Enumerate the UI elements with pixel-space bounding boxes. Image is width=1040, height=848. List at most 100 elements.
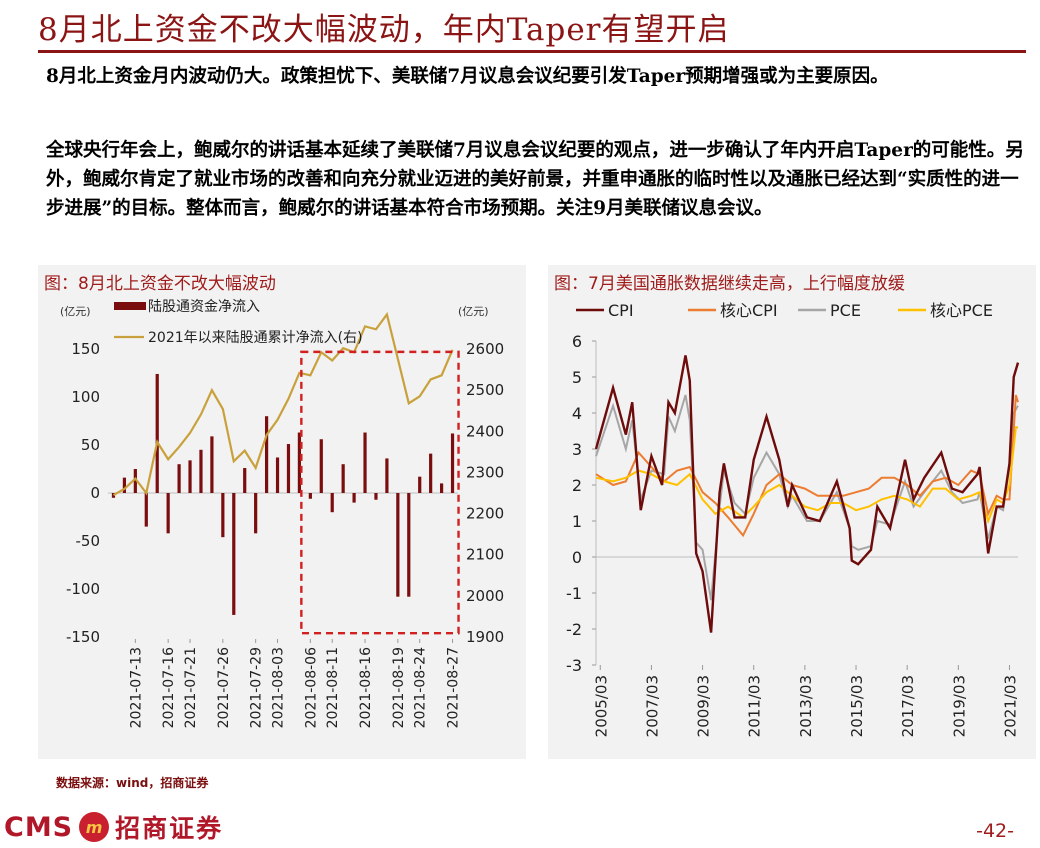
x-tick-label: 2005/03 <box>592 675 610 737</box>
y-tick-label: 6 <box>572 332 582 351</box>
legend-label-core-pce: 核心PCE <box>930 301 993 320</box>
y-left-unit-label: (亿元) <box>60 305 91 318</box>
flow-bar <box>111 493 116 498</box>
flow-bar <box>264 416 269 493</box>
logo-mark-icon: m <box>79 812 110 842</box>
page-number: -42- <box>976 820 1014 842</box>
y-tick-label: 2 <box>572 476 582 495</box>
logo-chinese-text: 招商证券 <box>115 814 224 843</box>
flow-bar <box>155 373 159 493</box>
y-tick-label: -3 <box>566 656 582 675</box>
legend-label-cpi: CPI <box>608 301 634 320</box>
cpi-line <box>594 355 1020 633</box>
x-tick-label: 2021-07-21 <box>183 647 199 728</box>
x-tick-label: 2017/03 <box>899 675 917 737</box>
x-tick-label: 2021-07-26 <box>216 647 232 728</box>
flow-bar <box>374 493 378 500</box>
flow-bar <box>232 493 236 615</box>
x-tick-label: 2021-07-16 <box>161 647 177 728</box>
x-tick-label: 2015/03 <box>848 675 866 737</box>
y-tick-label: 0 <box>572 548 582 567</box>
legend-label-pce: PCE <box>830 301 861 320</box>
y-left-tick-label: 0 <box>90 484 100 502</box>
chart-panel-inflation: 图：7月美国通胀数据继续走高，上行幅度放缓 6 5 4 3 2 1 0 -1 -2 -3 CPI 核心… <box>548 265 1036 759</box>
flow-bar <box>297 432 302 493</box>
flow-bar <box>166 493 170 534</box>
y-right-tick-label: 2500 <box>466 381 504 399</box>
y-right-tick-label: 2600 <box>466 340 504 358</box>
y-tick-label: 1 <box>572 512 582 531</box>
paragraph-1: 8月北上资金月内波动仍大。政策担忧下、美联储7月议息会议纪要引发Taper预期增… <box>46 66 889 87</box>
flow-bar <box>396 493 400 597</box>
y-right-tick-label: 2400 <box>466 422 504 440</box>
x-tick-label: 2021-07-29 <box>249 647 265 728</box>
y-left-tick-label: -50 <box>76 532 101 550</box>
flow-bar <box>275 457 280 493</box>
flow-bar <box>243 468 247 493</box>
x-tick-label: 2021-08-24 <box>413 647 429 728</box>
flow-bar <box>133 469 137 493</box>
chart-title-northbound: 图：8月北上资金不改大幅波动 <box>44 274 276 294</box>
y-right-tick-label: 1900 <box>466 628 504 646</box>
x-tick-label: 2013/03 <box>797 675 815 737</box>
legend-swatch-bar <box>114 302 146 310</box>
y-tick-label: 3 <box>572 440 582 459</box>
flow-bar <box>341 464 345 493</box>
x-tick-label: 2021-08-03 <box>271 647 287 728</box>
x-tick-label: 2021-08-27 <box>446 647 462 728</box>
flow-bar <box>352 493 356 503</box>
cumulative-inflow-line <box>112 311 454 497</box>
flow-bar <box>177 464 181 493</box>
y-right-unit-label: (亿元) <box>458 305 489 318</box>
y-right-tick-label: 2300 <box>466 463 504 481</box>
logo-latin-text: CMS <box>4 811 74 843</box>
flow-bar <box>286 444 291 493</box>
y-right-tick-label: 2100 <box>466 546 504 564</box>
chart-panel-northbound: 图：8月北上资金不改大幅波动 150 100 50 0 -50 -100 -150 2600 2… <box>38 265 526 759</box>
x-tick-label: 2011/03 <box>746 675 764 737</box>
legend-label-line: 2021年以来陆股通累计净流入(右) <box>148 330 363 346</box>
flow-bar <box>407 493 411 597</box>
highlight-box-august <box>300 350 460 635</box>
y-left-tick-label: 50 <box>81 436 100 454</box>
y-left-tick-label: 150 <box>71 340 100 358</box>
flow-bar <box>122 477 127 493</box>
page-title: 8月北上资金不改大幅波动，年内Taper有望开启 <box>38 12 730 48</box>
flow-bar <box>199 449 203 493</box>
flow-bar <box>418 476 422 493</box>
data-source-note: 数据来源：wind，招商证券 <box>56 776 209 790</box>
flow-bar <box>188 460 192 493</box>
flow-bar <box>439 483 444 493</box>
chart-us-inflation: 6 5 4 3 2 1 0 -1 -2 -3 CPI 核心CPI PCE 核心PCE 2005/03 2007… <box>566 301 1020 737</box>
y-tick-label: -1 <box>566 584 582 603</box>
x-tick-label: 2021-08-11 <box>325 647 341 728</box>
y-tick-label: -2 <box>566 620 582 639</box>
x-tick-label: 2009/03 <box>695 675 713 737</box>
x-tick-label: 2021-08-06 <box>303 647 319 728</box>
pce-line <box>595 394 1019 601</box>
flow-bar <box>254 493 258 534</box>
flow-bar <box>429 453 433 493</box>
flow-bar <box>210 436 214 493</box>
x-tick-label: 2021-07-13 <box>128 647 144 728</box>
title-divider <box>38 50 1026 53</box>
x-tick-label: 2021-08-19 <box>391 647 407 728</box>
flow-bar <box>330 493 334 513</box>
flow-bar <box>363 432 367 493</box>
company-logo: CMS m 招商证券 <box>4 810 223 844</box>
x-tick-label: 2007/03 <box>643 675 661 737</box>
chart-northbound-flows: 150 100 50 0 -50 -100 -150 2600 2500 2400 2300 2200… <box>60 299 504 728</box>
flow-bar <box>221 493 225 538</box>
y-tick-label: 4 <box>572 404 582 423</box>
core-pce-line <box>595 426 1018 525</box>
flow-bar <box>144 493 148 527</box>
core-cpi-line <box>595 394 1019 538</box>
legend-label-bar: 陆股通资金净流入 <box>148 299 260 315</box>
flow-bar <box>450 433 455 493</box>
legend-label-core-cpi: 核心CPI <box>720 301 778 320</box>
y-tick-label: 5 <box>572 368 582 387</box>
y-left-tick-label: -100 <box>66 580 100 598</box>
flow-bar <box>319 439 323 493</box>
y-left-tick-label: 100 <box>71 388 100 406</box>
y-right-tick-label: 2200 <box>466 505 504 523</box>
